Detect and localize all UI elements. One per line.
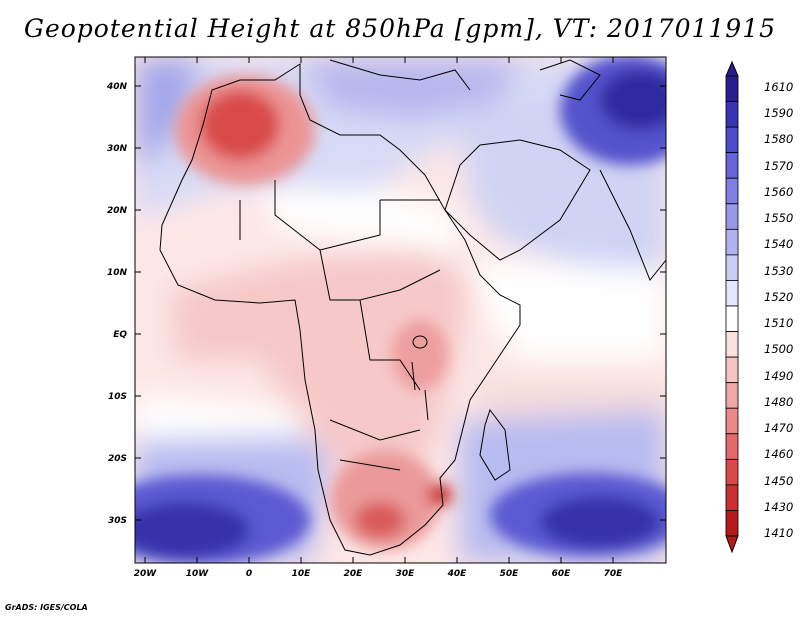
colorbar-cell [725, 203, 739, 230]
credit-text: GrADS: IGES/COLA [5, 603, 88, 612]
lon-label: 60E [552, 569, 572, 579]
colorbar-cell [725, 177, 739, 205]
madagascar-coast [479, 408, 511, 481]
arabia-coast [444, 139, 591, 261]
indian-high-center [540, 496, 660, 548]
india-coast [599, 169, 666, 281]
colorbar-label: 1490 [764, 368, 794, 383]
colorbar-cell [725, 280, 739, 307]
lat-label: 30N [107, 144, 128, 154]
atlantic-white [135, 395, 320, 440]
indian-white [470, 260, 666, 360]
lat-label: EQ [113, 330, 127, 340]
colorbar-label: 1550 [764, 211, 794, 226]
colorbar-label: 1500 [764, 342, 794, 357]
colorbar-cell [725, 101, 739, 128]
sahel-white [260, 190, 470, 250]
colorbar-cell [725, 458, 739, 486]
colorbar-cell [725, 75, 739, 102]
colorbar-cell [725, 126, 739, 154]
lon-label: 20W [134, 569, 158, 579]
colorbar-label: 1480 [764, 394, 794, 409]
colorbar-cell [725, 152, 739, 179]
colorbar-label: 1430 [764, 499, 794, 514]
coastlines [159, 59, 666, 556]
colorbar-label: 1460 [764, 447, 794, 462]
plot-frame [134, 56, 667, 564]
plot-title: Geopotential Height at 850hPa [gpm], VT:… [23, 14, 777, 43]
colorbar-cell [725, 382, 739, 409]
colorbar-cell [725, 228, 739, 256]
lon-label: 10E [292, 569, 312, 579]
colorbar-cell [725, 407, 739, 435]
colorbar-cell [725, 356, 739, 384]
lon-axis: 20W 10W 0 10E 20E 30E 40E 50E 60E 70E [134, 57, 623, 579]
med-north-coast [329, 59, 471, 91]
lon-label: 20E [344, 569, 364, 579]
lat-label: 20S [108, 454, 127, 464]
colorbar-cell [725, 510, 739, 537]
mozambique-low-core [428, 483, 452, 507]
colorbar-cell [725, 331, 739, 358]
colorbar-cell [725, 254, 739, 281]
lat-axis: 40N 30N 20N 10N EQ 10S 20S 30S [106, 82, 666, 526]
lat-label: 10S [108, 392, 127, 402]
atlantic-north-blue [135, 57, 200, 170]
lon-label: 70E [604, 569, 624, 579]
lake-malawi [424, 389, 429, 421]
europe-blue [300, 57, 520, 120]
colorbar-label: 1410 [764, 526, 794, 540]
colorbar-label: 1590 [764, 106, 794, 121]
lat-label: 10N [107, 268, 128, 278]
colorbar [725, 60, 739, 554]
colorbar-cell [725, 484, 739, 511]
lat-label: 30S [108, 516, 127, 526]
colorbar-label: 1450 [764, 473, 794, 488]
lakes-low [392, 320, 448, 390]
colorbar-label: 1540 [764, 237, 794, 252]
colorbar-bottom-arrow [725, 535, 739, 554]
lon-label: 0 [246, 569, 252, 579]
tropical-pink [170, 250, 470, 470]
colorbar-label: 1610 [764, 80, 794, 94]
country-borders [239, 180, 441, 471]
lat-label: 40N [106, 82, 128, 92]
height-field [135, 57, 666, 563]
lon-label: 40E [447, 569, 468, 579]
caspian [539, 59, 601, 101]
africa-coast [159, 63, 521, 556]
colorbar-label: 1570 [764, 158, 794, 173]
lon-label: 10W [186, 569, 210, 579]
colorbar-label: 1580 [764, 132, 794, 147]
atlas-low-core [200, 90, 280, 160]
atlantic-high-center [135, 502, 250, 558]
colorbar-top-arrow [725, 60, 739, 77]
lake-tanganyika [411, 361, 416, 391]
sa-low-core [355, 502, 405, 538]
lon-label: 50E [500, 569, 520, 579]
lake-victoria [412, 335, 428, 349]
colorbar-cell [725, 433, 739, 460]
colorbar-label: 1530 [764, 263, 794, 278]
colorbar-label: 1510 [764, 316, 794, 331]
colorbar-cell [725, 305, 739, 332]
colorbar-label: 1470 [764, 421, 794, 436]
colorbar-label: 1520 [764, 289, 794, 304]
colorbar-label: 1560 [764, 184, 794, 199]
lon-label: 30E [396, 569, 416, 579]
tibet-high-center [600, 70, 666, 130]
lat-label: 20N [107, 206, 128, 216]
